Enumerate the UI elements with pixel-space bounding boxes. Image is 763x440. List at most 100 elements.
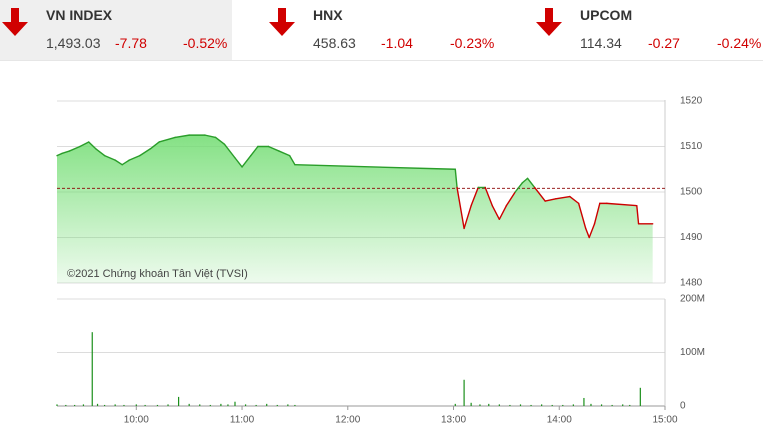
price-segment [68, 145, 81, 152]
price-segment [555, 195, 571, 200]
price-segment [204, 134, 217, 139]
price-segment [463, 204, 472, 230]
price-segment [636, 204, 640, 225]
volume-bar [572, 404, 574, 406]
down-arrow [536, 8, 562, 36]
price-segment [470, 186, 479, 207]
volume-bar [611, 404, 613, 406]
volume-bar [276, 404, 278, 406]
y-tick-label: 200M [680, 294, 705, 305]
volume-bar [583, 397, 585, 406]
index-card[interactable]: VN INDEX 1,493.03 -7.78 -0.52% [0, 0, 232, 60]
price-segment [514, 182, 523, 193]
volume-bar [123, 404, 125, 406]
index-name: HNX [313, 7, 343, 23]
price-segment [114, 159, 123, 166]
price-segment [569, 195, 580, 205]
price-segment [584, 227, 590, 239]
x-tick-label: 11:00 [230, 415, 255, 426]
price-segment [593, 202, 601, 225]
price-segment [526, 177, 536, 189]
price-segment [214, 136, 226, 145]
price-segment [484, 186, 493, 207]
price-segment [61, 150, 71, 155]
index-change: -1.04 [381, 35, 413, 51]
volume-bar [96, 403, 99, 406]
price-segment [79, 141, 90, 148]
price-segment [88, 141, 97, 150]
volume-bar [479, 404, 481, 406]
volume-bar [91, 332, 93, 406]
index-percent: -0.24% [717, 35, 762, 51]
price-segment [505, 191, 516, 207]
volume-bar [463, 379, 465, 406]
price-segment [158, 136, 176, 143]
volume-bar [188, 403, 190, 406]
price-segment [121, 159, 130, 166]
y-tick-label: 1490 [680, 232, 703, 243]
volume-bar [74, 404, 76, 406]
index-percent: -0.52% [183, 35, 228, 51]
index-card[interactable]: UPCOM 114.34 -0.27 -0.24% [534, 0, 763, 60]
volume-bar [639, 387, 641, 406]
y-tick-label: 1520 [680, 96, 703, 107]
y-tick-label: 0 [680, 401, 686, 412]
volume-bar [167, 404, 169, 406]
volume-bar [470, 402, 472, 406]
price-segment [533, 186, 546, 202]
price-segment [278, 150, 291, 157]
price-segment [139, 148, 152, 157]
volume-bar [156, 404, 159, 406]
price-segment [521, 177, 529, 184]
index-change: -7.78 [115, 35, 147, 51]
volume-bar [244, 404, 247, 406]
price-segment [95, 148, 106, 157]
x-tick-label: 12:00 [335, 415, 360, 426]
volume-bar [530, 404, 532, 406]
down-arrow [269, 8, 295, 36]
x-tick-label: 13:00 [441, 415, 466, 426]
down-arrow [2, 8, 28, 36]
price-segment [294, 163, 456, 170]
volume-bar [622, 404, 624, 406]
index-value: 114.34 [580, 35, 622, 51]
volume-bar [209, 404, 211, 406]
index-change: -0.27 [648, 35, 680, 51]
volume-bar [590, 403, 592, 406]
volume-bar [266, 403, 268, 406]
price-segment [606, 202, 638, 207]
annotation: ©2021 Chứng khoán Tân Việt (TVSI) [67, 268, 248, 280]
price-segment [267, 145, 280, 152]
volume-bar [227, 404, 229, 406]
volume-bar [294, 404, 296, 406]
y-tick-label: 100M [680, 347, 705, 358]
index-card[interactable]: HNX 458.63 -1.04 -0.23% [267, 0, 499, 60]
price-segment [149, 141, 160, 150]
price-segment [456, 186, 465, 230]
price-segment [288, 154, 296, 166]
volume-bar [144, 404, 146, 406]
volume-bar [65, 404, 67, 406]
y-tick-label: 1500 [680, 187, 703, 198]
price-segment [234, 157, 243, 168]
volume-bar [519, 404, 522, 406]
volume-bar [178, 396, 180, 406]
price-segment [241, 154, 252, 168]
volume-bar [551, 404, 553, 406]
index-percent: -0.23% [450, 35, 495, 51]
price-segment [56, 152, 63, 157]
price-segment [491, 204, 501, 221]
volume-bar [488, 403, 490, 406]
price-segment [544, 198, 557, 202]
index-name: VN INDEX [46, 7, 113, 23]
volume-bar [509, 404, 511, 406]
volume-bar [562, 404, 564, 406]
volume-bar [541, 404, 543, 406]
index-name: UPCOM [580, 7, 633, 23]
area [57, 135, 653, 283]
index-value: 1,493.03 [46, 35, 101, 51]
volume-bar [600, 404, 603, 406]
price-segment [454, 168, 458, 189]
